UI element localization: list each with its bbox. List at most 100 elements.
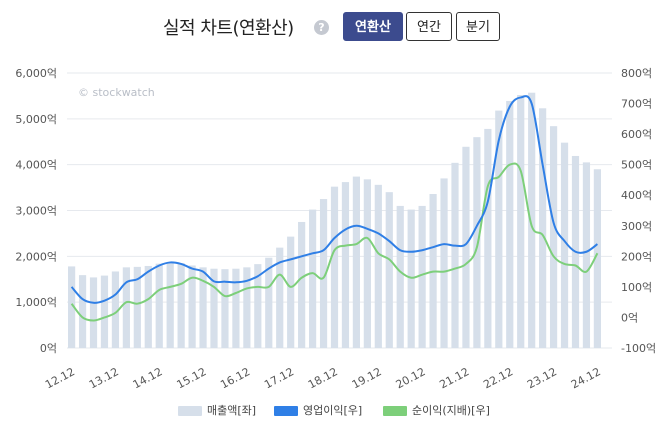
revenue-bar[interactable] — [188, 265, 196, 349]
left-axis-tick-label: 4,000억 — [15, 159, 57, 172]
left-axis-tick-label: 3,000억 — [15, 205, 57, 218]
revenue-bar[interactable] — [528, 92, 536, 348]
revenue-bar[interactable] — [506, 100, 514, 348]
revenue-bar[interactable] — [582, 162, 591, 348]
right-axis-tick-label: 400억 — [621, 189, 652, 202]
revenue-bar[interactable] — [539, 108, 547, 349]
x-axis-tick-label: 20.12 — [394, 365, 428, 391]
revenue-bar[interactable] — [265, 257, 273, 348]
x-axis-tick-label: 15.12 — [175, 365, 209, 391]
legend-swatch-net-income — [383, 406, 407, 416]
chart-title: 실적 차트(연환산) — [163, 18, 294, 39]
revenue-bar[interactable] — [517, 95, 525, 348]
x-axis-tick-label: 16.12 — [218, 365, 252, 391]
annualized-button[interactable]: 연환산 — [343, 12, 403, 41]
x-axis-tick-label: 13.12 — [87, 365, 121, 391]
revenue-bar[interactable] — [473, 137, 481, 348]
x-axis-tick-label: 23.12 — [525, 365, 559, 391]
right-axis-tick-label: 300억 — [621, 220, 652, 233]
yearly-button[interactable]: 연간 — [406, 12, 452, 41]
right-axis-tick-label: 600억 — [621, 128, 652, 141]
net-income-line[interactable] — [70, 162, 599, 322]
x-axis-tick-label: 14.12 — [131, 365, 165, 391]
revenue-bar[interactable] — [287, 236, 295, 348]
revenue-bar[interactable] — [210, 268, 218, 348]
right-axis-tick-label: 700억 — [621, 98, 652, 111]
legend-swatch-operating-profit — [274, 406, 298, 416]
revenue-bar[interactable] — [484, 128, 492, 348]
x-axis-tick-label: 24.12 — [569, 365, 603, 391]
x-axis-tick-label: 12.12 — [43, 365, 77, 391]
revenue-bar[interactable] — [111, 271, 120, 348]
revenue-bar[interactable] — [68, 266, 76, 348]
right-axis-tick-label: 500억 — [621, 159, 652, 172]
revenue-bar[interactable] — [374, 184, 382, 348]
left-axis-tick-label: 0억 — [40, 342, 57, 355]
watermark: © stockwatch — [78, 86, 155, 99]
revenue-bar[interactable] — [232, 268, 240, 348]
legend-label-revenue: 매출액[좌] — [207, 404, 257, 417]
x-axis-tick-label: 18.12 — [306, 365, 340, 391]
revenue-bar[interactable] — [89, 277, 98, 348]
legend-item-operating-profit[interactable]: 영업이익[우] — [274, 402, 362, 420]
legend-item-revenue[interactable]: 매출액[좌] — [178, 402, 256, 420]
chart-header: 실적 차트(연환산) ? 연환산 연간 분기 — [0, 0, 669, 50]
right-axis-tick-label: 0억 — [621, 311, 638, 324]
revenue-bar[interactable] — [440, 178, 448, 348]
help-icon[interactable]: ? — [314, 20, 329, 35]
left-axis-tick-label: 2,000억 — [15, 250, 57, 263]
revenue-bar[interactable] — [243, 267, 251, 348]
revenue-bar[interactable] — [385, 192, 393, 348]
revenue-bar[interactable] — [549, 126, 558, 349]
revenue-bar[interactable] — [177, 263, 185, 348]
revenue-bar[interactable] — [254, 264, 262, 348]
revenue-bar[interactable] — [100, 275, 109, 348]
revenue-bar[interactable] — [330, 186, 339, 348]
revenue-bar[interactable] — [221, 269, 229, 348]
revenue-bar[interactable] — [133, 266, 141, 348]
quarterly-button[interactable]: 분기 — [456, 12, 500, 41]
revenue-bar[interactable] — [166, 262, 174, 348]
revenue-bar[interactable] — [199, 267, 207, 348]
operating-profit-line[interactable] — [70, 95, 598, 304]
revenue-bar[interactable] — [495, 110, 503, 348]
legend-label-operating-profit: 영업이익[우] — [303, 404, 363, 417]
revenue-bar[interactable] — [144, 265, 152, 348]
revenue-bars — [68, 92, 601, 349]
right-axis: -100억 0억 100억 200억 300억 400억 500억 600억 700억 800억 — [621, 67, 656, 355]
revenue-bar[interactable] — [593, 169, 601, 348]
right-axis-tick-label: 100억 — [621, 281, 652, 294]
left-axis: 0억 1,000억 2,000억 3,000억 4,000억 5,000억 6,000억 — [15, 67, 57, 355]
x-axis-tick-label: 22.12 — [481, 365, 515, 391]
left-axis-tick-label: 5,000억 — [15, 113, 57, 126]
x-axis-tick-label: 19.12 — [350, 365, 384, 391]
legend-item-net-income[interactable]: 순이익(지배)[우] — [383, 402, 490, 420]
revenue-bar[interactable] — [341, 182, 350, 348]
revenue-bar[interactable] — [308, 209, 317, 348]
revenue-bar[interactable] — [155, 263, 163, 348]
revenue-bar[interactable] — [276, 247, 284, 348]
left-axis-tick-label: 6,000억 — [15, 67, 57, 80]
revenue-bar[interactable] — [319, 199, 328, 348]
right-axis-tick-label: 200억 — [621, 250, 652, 263]
revenue-bar[interactable] — [352, 176, 361, 348]
left-axis-tick-label: 1,000억 — [15, 296, 57, 309]
revenue-bar[interactable] — [462, 146, 470, 348]
revenue-bar[interactable] — [560, 142, 569, 348]
revenue-bar[interactable] — [298, 221, 306, 348]
legend-label-net-income: 순이익(지배)[우] — [412, 404, 490, 417]
x-axis-tick-label: 21.12 — [437, 365, 471, 391]
revenue-bar[interactable] — [396, 205, 404, 348]
revenue-bar[interactable] — [363, 179, 371, 348]
right-axis-tick-label: -100억 — [621, 342, 656, 355]
legend: 매출액[좌] 영업이익[우] 순이익(지배)[우] — [0, 402, 669, 420]
revenue-bar[interactable] — [122, 267, 130, 348]
revenue-bar[interactable] — [418, 205, 426, 348]
revenue-bar[interactable] — [451, 162, 459, 348]
x-axis: 12.12 13.12 14.12 15.12 16.12 17.12 18.12 19.12… — [43, 365, 603, 391]
revenue-bar[interactable] — [78, 275, 87, 348]
profit-lines — [70, 95, 599, 322]
legend-swatch-revenue — [178, 406, 202, 416]
revenue-bar[interactable] — [407, 209, 415, 348]
